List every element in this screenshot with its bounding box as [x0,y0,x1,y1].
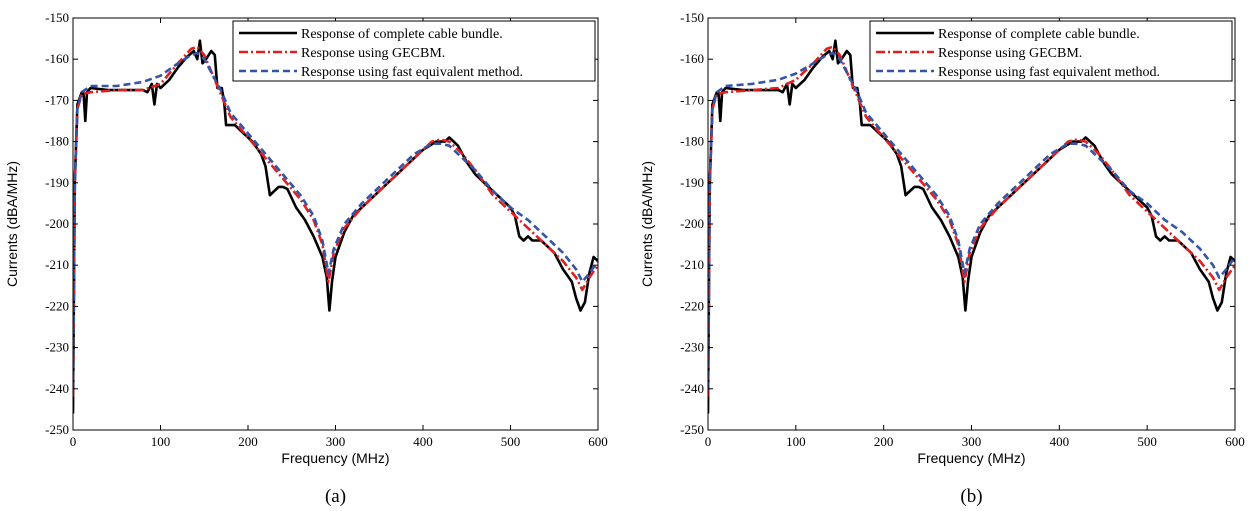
y-tick-label: -250 [680,422,704,437]
y-tick-label: -150 [45,10,69,25]
x-tick-label: 100 [151,434,171,449]
chart-panel-b: 0 100 200 300 400 500 600 -250 -240 -230 -220 -210 -… [639,10,1245,507]
y-tick-label: -230 [680,340,704,355]
y-tick-label: -220 [680,298,704,313]
x-axis-label: Frequency (MHz) [917,450,1025,466]
y-tick-label: -180 [45,134,69,149]
y-tick-label: -250 [45,422,69,437]
series-line-3 [708,51,1235,389]
y-tick-label: -150 [680,10,704,25]
x-tick-label: 200 [874,434,894,449]
chart-panel-a: 0 100 200 300 400 500 600 -250 -240 -230 -220 -210 -… [4,10,608,507]
x-tick-label: 0 [70,434,77,449]
y-tick-label: -170 [680,92,704,107]
x-tick-label: 400 [413,434,433,449]
x-tick-label: 600 [588,434,608,449]
panel-caption: (b) [960,486,982,507]
series-line-1 [708,39,1235,414]
y-tick-label: -240 [45,381,69,396]
x-axis-label: Frequency (MHz) [281,450,389,466]
y-tick-label: -190 [680,175,704,190]
y-tick-label: -180 [680,134,704,149]
x-tick-label: 0 [705,434,712,449]
legend-label-2: Response using GECBM. [301,46,445,61]
y-tick-label: -200 [680,216,704,231]
y-tick-label: -200 [45,216,69,231]
y-tick-label: -240 [680,381,704,396]
y-tick-label: -210 [680,257,704,272]
x-tick-label: 500 [1137,434,1157,449]
legend-label-1: Response of complete cable bundle. [938,27,1140,42]
series-line-2 [708,45,1235,398]
legend: Response of complete cable bundle. Respon… [869,20,1233,82]
y-tick-label: -230 [45,340,69,355]
x-tick-label: 200 [238,434,258,449]
y-tick-label: -160 [680,51,704,66]
legend-label-3: Response using fast equivalent method. [938,65,1160,80]
series-line-2 [73,45,598,398]
panel-caption: (a) [325,486,346,507]
legend: Response of complete cable bundle. Respon… [232,20,596,82]
series-line-1 [73,39,598,414]
legend-label-3: Response using fast equivalent method. [301,65,523,80]
series-line-3 [73,51,598,389]
x-tick-label: 100 [786,434,806,449]
legend-label-2: Response using GECBM. [938,46,1082,61]
y-axis-label: Currents (dBA/MHz) [4,161,20,287]
y-tick-label: -190 [45,175,69,190]
y-axis-label: Currents (dBA/MHz) [639,161,655,287]
y-tick-label: -220 [45,298,69,313]
x-tick-label: 500 [501,434,521,449]
y-tick-label: -210 [45,257,69,272]
legend-label-1: Response of complete cable bundle. [301,27,503,42]
x-tick-label: 300 [962,434,982,449]
x-tick-label: 300 [326,434,346,449]
x-tick-label: 400 [1050,434,1070,449]
y-tick-label: -160 [45,51,69,66]
x-tick-label: 600 [1225,434,1245,449]
y-tick-label: -170 [45,92,69,107]
